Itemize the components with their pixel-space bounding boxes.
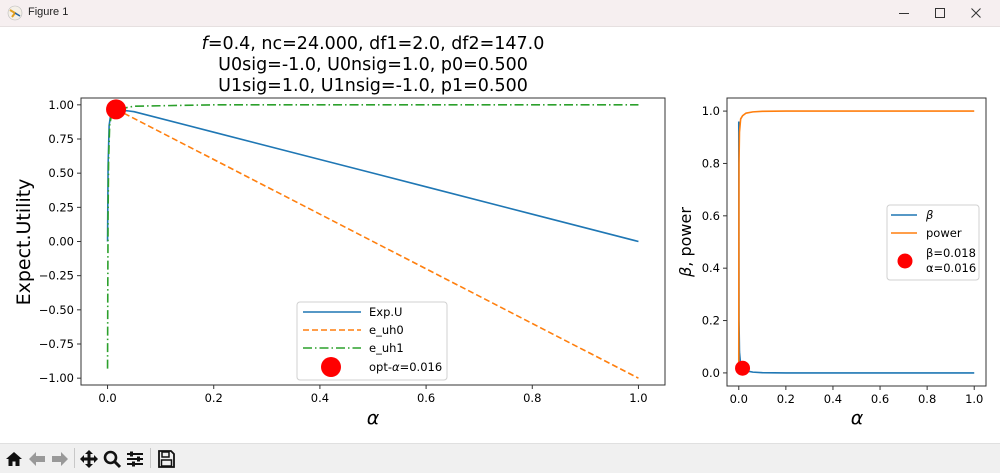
home-button[interactable] (3, 448, 25, 470)
axis-ticks: 0.0 0.2 0.4 0.6 0.8 1.0 1.00 0.75 0.50 0.25 0.00 −0… (39, 98, 648, 405)
magnifier-icon (103, 450, 122, 469)
pan-button[interactable] (78, 448, 100, 470)
close-button[interactable] (958, 0, 994, 26)
legend-label: opt-α=0.016 (369, 360, 442, 374)
legend-label-beta: β=0.018 (926, 246, 976, 260)
figure-canvas[interactable]: f=0.4, nc=24.000, df1=2.0, df2=147.0 U0s… (0, 27, 1000, 443)
legend-label: e_uh0 (369, 323, 404, 337)
x-axis-label: α (851, 407, 864, 429)
title-line-2: U0sig=-1.0, U0nsig=1.0, p0=0.500 (218, 55, 528, 75)
legend-entry-e-uh1: e_uh1 (303, 341, 404, 355)
x-tick-label: 0.4 (824, 392, 842, 406)
close-icon (971, 8, 981, 18)
navigation-toolbar (0, 443, 1000, 473)
legend-label: power (926, 226, 962, 240)
series-line-power (737, 110, 975, 363)
move-icon (80, 450, 98, 468)
expected-utility-axes: 0.0 0.2 0.4 0.6 0.8 1.0 1.00 0.75 0.50 0.25 0.00 −0… (13, 97, 666, 429)
legend-entry-exp-u: Exp.U (303, 305, 402, 319)
axis-ticks: 0.0 0.2 0.4 0.6 0.8 1.0 0.0 0.2 0.4 0.6 0.8 1.0 (702, 104, 984, 406)
y-tick-label: 0.25 (48, 200, 74, 214)
legend: Exp.U e_uh0 e_uh1 opt-α=0.016 (296, 301, 448, 381)
y-axis-label: Expect.Utility (13, 179, 35, 306)
x-tick-label: 0.4 (311, 391, 329, 405)
forward-button[interactable] (49, 448, 71, 470)
sliders-icon (127, 451, 143, 467)
toolbar-separator (150, 448, 151, 468)
maximize-icon (935, 8, 945, 18)
x-tick-label: 0.6 (871, 392, 889, 406)
x-tick-label: 0.2 (777, 392, 795, 406)
y-tick-label: −0.75 (39, 337, 74, 351)
axes-frame (80, 97, 666, 386)
arrow-left-icon (29, 452, 45, 466)
zoom-button[interactable] (101, 448, 123, 470)
axes-frame (726, 97, 987, 387)
x-tick-label: 0.6 (417, 391, 435, 405)
series-layer (735, 110, 975, 376)
minimize-icon (899, 13, 909, 14)
x-tick-label: 1.0 (629, 391, 647, 405)
y-tick-label: 0.2 (702, 314, 720, 328)
y-tick-label: 0.50 (48, 166, 74, 180)
x-tick-label: 0.2 (205, 391, 223, 405)
back-button[interactable] (26, 448, 48, 470)
y-tick-label: 0.8 (702, 156, 720, 170)
configure-subplots-button[interactable] (124, 448, 146, 470)
beta-power-axes: 0.0 0.2 0.4 0.6 0.8 1.0 0.0 0.2 0.4 0.6 0.8 1.0 β, … (676, 97, 987, 429)
x-tick-label: 1.0 (965, 392, 983, 406)
x-tick-label: 0.8 (523, 391, 541, 405)
y-tick-label: −0.25 (39, 269, 74, 283)
legend: β power β=0.018 α=0.016 (886, 204, 980, 281)
legend-label: e_uh1 (369, 341, 404, 355)
x-tick-label: 0.0 (98, 391, 116, 405)
home-icon (6, 452, 22, 466)
maximize-button[interactable] (922, 0, 958, 26)
legend-entry-e-uh0: e_uh0 (303, 323, 404, 337)
series-line-e-uh0 (115, 108, 639, 379)
legend-entry-power: power (891, 226, 962, 240)
toolbar-separator (74, 448, 75, 468)
minimize-button[interactable] (886, 0, 922, 26)
y-tick-label: 0.6 (702, 209, 720, 223)
y-tick-label: 1.00 (48, 98, 74, 112)
legend-label: β (925, 208, 933, 222)
window-title: Figure 1 (28, 6, 69, 18)
optimal-alpha-marker (106, 99, 127, 120)
y-axis-label: β, power (676, 207, 695, 278)
title-line-1: f=0.4, nc=24.000, df1=2.0, df2=147.0 (202, 34, 545, 54)
save-button[interactable] (155, 448, 177, 470)
legend-marker (897, 253, 913, 269)
y-tick-label: 0.00 (48, 235, 74, 249)
y-tick-label: −0.50 (39, 303, 74, 317)
y-tick-label: 0.0 (702, 366, 720, 380)
y-tick-label: 0.4 (702, 261, 720, 275)
left-chart-title: f=0.4, nc=24.000, df1=2.0, df2=147.0 U0s… (202, 34, 545, 96)
floppy-disk-icon (158, 450, 175, 468)
x-tick-label: 0.0 (730, 392, 748, 406)
legend-label: Exp.U (369, 305, 402, 319)
y-tick-label: 0.75 (48, 132, 74, 146)
y-tick-label: 1.0 (702, 104, 720, 118)
legend-entry-beta: β (891, 208, 933, 222)
optimal-alpha-marker (735, 360, 751, 376)
series-layer (106, 99, 639, 379)
legend-marker (321, 357, 341, 377)
legend-entry-opt-alpha: opt-α=0.016 (321, 357, 442, 377)
arrow-right-icon (52, 452, 68, 466)
matplotlib-app-icon (7, 5, 23, 21)
legend-label-alpha: α=0.016 (926, 261, 976, 275)
window-titlebar: Figure 1 (0, 0, 1000, 27)
y-tick-label: −1.00 (39, 371, 74, 385)
title-line-3: U1sig=1.0, U1nsig=-1.0, p1=0.500 (218, 76, 528, 96)
x-axis-label: α (367, 407, 380, 429)
legend-entry-marker: β=0.018 α=0.016 (897, 246, 976, 275)
x-tick-label: 0.8 (918, 392, 936, 406)
